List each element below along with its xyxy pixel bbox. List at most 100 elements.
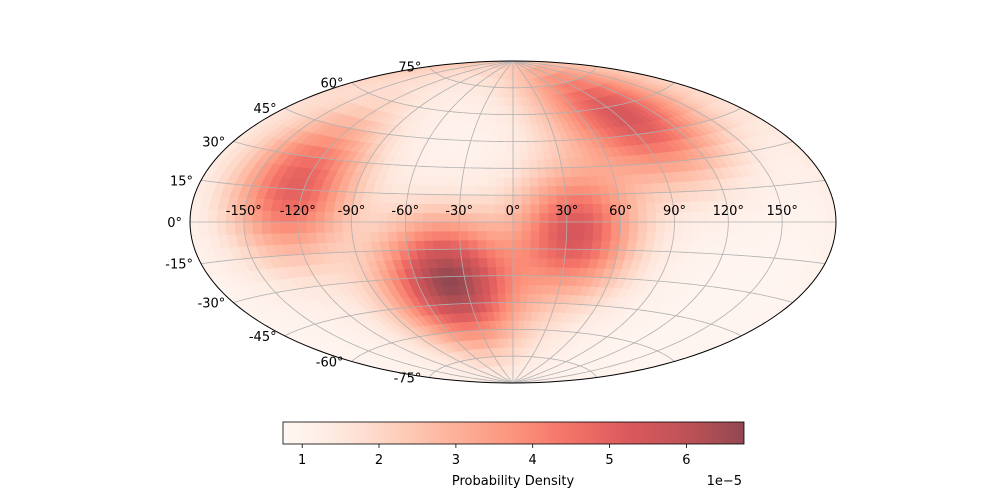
heatmap-cell xyxy=(451,185,462,196)
heatmap-cell xyxy=(556,194,567,205)
heatmap-cell xyxy=(506,311,514,321)
heatmap-cell xyxy=(404,221,415,232)
heatmap-cell xyxy=(512,168,522,178)
heatmap-cell xyxy=(478,176,489,187)
heatmap-cell xyxy=(504,159,514,169)
heatmap-cell xyxy=(261,221,272,234)
heatmap-cell xyxy=(512,221,523,232)
latitude-tick-label: 30° xyxy=(202,136,225,151)
heatmap-cell xyxy=(297,221,308,234)
heatmap-cell xyxy=(497,141,507,151)
heatmap-cell xyxy=(538,194,549,205)
heatmap-cell xyxy=(709,221,720,233)
heatmap-cell xyxy=(673,221,684,233)
heatmap-cell xyxy=(414,230,425,241)
longitude-tick-label: 150° xyxy=(767,204,798,219)
heatmap-cell xyxy=(234,221,246,235)
heatmap-cell xyxy=(507,328,514,339)
heatmap-cell xyxy=(207,208,219,223)
heatmap-cell xyxy=(333,221,344,233)
heatmap-cell xyxy=(512,141,521,151)
longitude-tick-label: 90° xyxy=(663,204,686,219)
heatmap-cell xyxy=(324,211,335,223)
heatmap-cell xyxy=(530,230,541,241)
heatmap-cell xyxy=(261,210,272,223)
heatmap-cell xyxy=(807,208,819,223)
heatmap-cell xyxy=(495,168,506,178)
heatmap-cell xyxy=(530,221,541,232)
heatmap-cell xyxy=(547,194,558,205)
heatmap-cell xyxy=(519,293,529,303)
latitude-tick-label: 60° xyxy=(320,77,343,92)
heatmap-cell xyxy=(505,132,514,142)
heatmap-cell xyxy=(503,185,514,196)
heatmap-cell xyxy=(504,266,514,277)
heatmap-cell xyxy=(520,168,531,178)
heatmap-cell xyxy=(495,257,505,268)
colorbar-tick-label: 5 xyxy=(605,453,613,468)
heatmap-cell xyxy=(500,114,508,124)
heatmap-cell xyxy=(572,185,584,196)
heatmap-cell xyxy=(432,230,443,241)
heatmap-cell xyxy=(527,284,537,295)
heatmap-cell xyxy=(521,257,531,268)
colorbar: 1 2 3 4 5 6 Probability Density 1e−5 xyxy=(282,421,745,489)
heatmap-cell xyxy=(469,257,480,268)
heatmap-cell xyxy=(529,185,540,196)
heatmap-cell xyxy=(468,248,479,259)
heatmap-cell xyxy=(528,167,539,178)
heatmap-cell xyxy=(450,194,461,205)
heatmap-cell xyxy=(521,212,532,223)
heatmap-cell xyxy=(816,207,828,223)
heatmap-cell xyxy=(504,284,514,294)
heatmap-cell xyxy=(520,150,530,160)
heatmap-cell xyxy=(252,221,263,235)
heatmap-cell xyxy=(288,221,299,234)
heatmap-cell xyxy=(763,221,774,235)
heatmap-cell xyxy=(487,167,498,178)
heatmap-cell xyxy=(529,248,540,259)
heatmap-cell xyxy=(413,221,424,232)
heatmap-cell xyxy=(315,211,326,223)
heatmap-cell xyxy=(500,320,508,330)
heatmap-cell xyxy=(548,221,559,232)
heatmap-cell xyxy=(501,329,509,339)
heatmap-cell xyxy=(537,167,547,178)
heatmap-cell xyxy=(636,202,648,213)
heatmap-cell xyxy=(495,248,505,259)
density-heatmap xyxy=(190,61,836,383)
heatmap-cell xyxy=(501,105,509,115)
heatmap-cell xyxy=(467,221,478,232)
heatmap-cell xyxy=(620,221,630,232)
heatmap-cell xyxy=(504,177,514,187)
heatmap-cell xyxy=(369,231,381,242)
heatmap-cell xyxy=(243,221,254,235)
heatmap-cell xyxy=(527,149,537,160)
heatmap-cell xyxy=(481,284,491,295)
heatmap-cell xyxy=(494,212,505,223)
heatmap-cell xyxy=(508,346,514,357)
heatmap-cell xyxy=(460,248,471,259)
heatmap-cell xyxy=(198,207,210,223)
heatmap-cell xyxy=(593,221,604,232)
heatmap-cell xyxy=(423,230,434,241)
heatmap-cell xyxy=(369,211,380,223)
heatmap-cell xyxy=(654,231,666,242)
heatmap-cell xyxy=(491,302,501,312)
heatmap-cell xyxy=(727,221,738,234)
heatmap-cell xyxy=(512,185,523,196)
colorbar-tick-label: 3 xyxy=(452,453,460,468)
heatmap-cell xyxy=(198,221,210,237)
heatmap-cell xyxy=(503,194,514,205)
heatmap-cell xyxy=(378,221,389,232)
heatmap-cell xyxy=(441,194,453,205)
heatmap-cell xyxy=(512,257,522,268)
heatmap-cell xyxy=(512,177,522,187)
heatmap-cell xyxy=(506,320,514,330)
heatmap-cell xyxy=(530,203,541,214)
longitude-tick-labels: -150° -120° -90° -60° -30° 0° 30° 60° 90° 120° 150… xyxy=(226,204,798,219)
heatmap-cell xyxy=(479,167,489,178)
heatmap-cell xyxy=(495,176,505,187)
heatmap-cell xyxy=(664,221,675,233)
